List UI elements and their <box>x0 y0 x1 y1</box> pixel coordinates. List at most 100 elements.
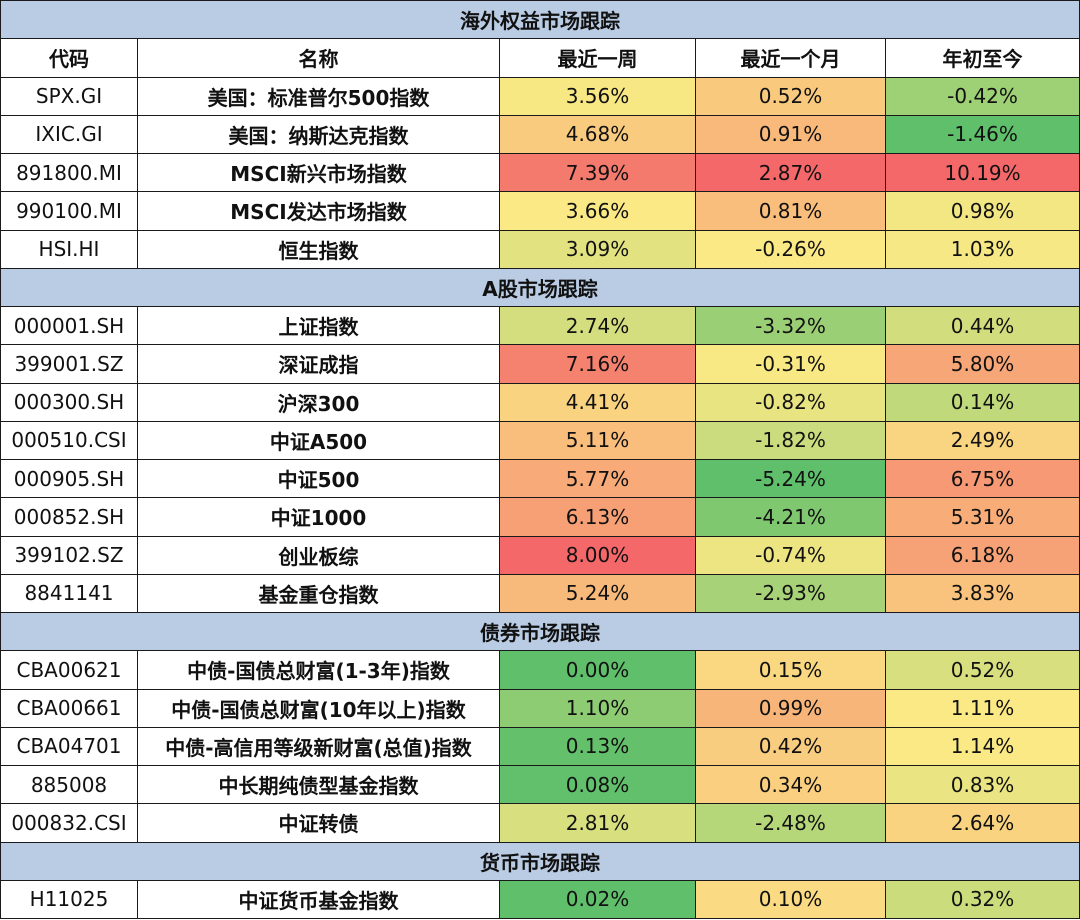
index-name: 美国：纳斯达克指数 <box>137 114 500 155</box>
return-month: 0.34% <box>695 764 886 805</box>
column-header-month: 最近一个月 <box>695 38 886 78</box>
index-name: 美国：标准普尔500指数 <box>137 76 500 116</box>
index-code: CBA00661 <box>0 688 138 728</box>
table-row: 000905.SH 中证500 5.77% -5.24% 6.75% <box>0 458 1080 499</box>
return-month: 0.91% <box>695 114 886 155</box>
return-month: -0.82% <box>695 382 886 422</box>
return-week: 0.02% <box>499 879 696 920</box>
index-name: 中债-国债总财富(1-3年)指数 <box>137 650 500 690</box>
index-code: 891800.MI <box>0 152 138 193</box>
table-row: 8841141 基金重仓指数 5.24% -2.93% 3.83% <box>0 573 1080 614</box>
return-ytd: 6.18% <box>884 535 1080 575</box>
return-week: 3.66% <box>499 191 696 231</box>
table-row: 000300.SH 沪深300 4.41% -0.82% 0.14% <box>0 382 1080 422</box>
index-code: 399001.SZ <box>0 344 138 384</box>
table-row: 885008 中长期纯债型基金指数 0.08% 0.34% 0.83% <box>0 764 1080 805</box>
return-month: -0.31% <box>695 344 886 384</box>
index-code: 000001.SH <box>0 305 138 346</box>
return-week: 5.11% <box>499 420 696 461</box>
column-header-row: 代码 名称 最近一周 最近一个月 年初至今 <box>0 38 1080 78</box>
return-week: 0.00% <box>499 650 696 690</box>
table-row: SPX.GI 美国：标准普尔500指数 3.56% 0.52% -0.42% <box>0 76 1080 116</box>
index-name: 中证A500 <box>137 420 500 461</box>
table-row: 399102.SZ 创业板综 8.00% -0.74% 6.18% <box>0 535 1080 575</box>
return-ytd: -0.42% <box>884 76 1080 116</box>
section-header: 债券市场跟踪 <box>0 611 1080 652</box>
return-ytd: 3.83% <box>884 573 1080 614</box>
return-ytd: 6.75% <box>884 458 1080 499</box>
index-code: 399102.SZ <box>0 535 138 575</box>
section-header: 海外权益市场跟踪 <box>0 0 1080 40</box>
return-ytd: -1.46% <box>884 114 1080 155</box>
index-name: 中证500 <box>137 458 500 499</box>
return-month: 0.52% <box>695 76 886 116</box>
index-code: 000300.SH <box>0 382 138 422</box>
index-code: SPX.GI <box>0 76 138 116</box>
return-month: 0.42% <box>695 726 886 767</box>
return-ytd: 1.03% <box>884 229 1080 269</box>
return-month: -5.24% <box>695 458 886 499</box>
index-name: 中证转债 <box>137 803 500 843</box>
table-row: HSI.HI 恒生指数 3.09% -0.26% 1.03% <box>0 229 1080 269</box>
return-ytd: 0.52% <box>884 650 1080 690</box>
return-ytd: 0.32% <box>884 879 1080 920</box>
index-name: 中债-高信用等级新财富(总值)指数 <box>137 726 500 767</box>
index-code: 8841141 <box>0 573 138 614</box>
index-code: 885008 <box>0 764 138 805</box>
table-row: CBA04701 中债-高信用等级新财富(总值)指数 0.13% 0.42% 1.14% <box>0 726 1080 767</box>
section-header: A股市场跟踪 <box>0 267 1080 308</box>
table-row: H11025 中证货币基金指数 0.02% 0.10% 0.32% <box>0 879 1080 920</box>
return-month: -1.82% <box>695 420 886 461</box>
return-ytd: 1.14% <box>884 726 1080 767</box>
return-week: 3.56% <box>499 76 696 116</box>
index-name: 沪深300 <box>137 382 500 422</box>
return-week: 1.10% <box>499 688 696 728</box>
return-month: 0.15% <box>695 650 886 690</box>
return-week: 3.09% <box>499 229 696 269</box>
section-title: 债券市场跟踪 <box>0 611 1080 652</box>
return-week: 0.13% <box>499 726 696 767</box>
table-row: 399001.SZ 深证成指 7.16% -0.31% 5.80% <box>0 344 1080 384</box>
index-code: CBA00621 <box>0 650 138 690</box>
table-row: 891800.MI MSCI新兴市场指数 7.39% 2.87% 10.19% <box>0 152 1080 193</box>
column-header-week: 最近一周 <box>499 38 696 78</box>
section-title: 海外权益市场跟踪 <box>0 0 1080 40</box>
index-name: 恒生指数 <box>137 229 500 269</box>
index-code: 990100.MI <box>0 191 138 231</box>
return-ytd: 1.11% <box>884 688 1080 728</box>
table-row: 000832.CSI 中证转债 2.81% -2.48% 2.64% <box>0 803 1080 843</box>
index-code: 000852.SH <box>0 497 138 537</box>
return-ytd: 2.49% <box>884 420 1080 461</box>
return-week: 4.41% <box>499 382 696 422</box>
column-header-code: 代码 <box>0 38 138 78</box>
index-name: 中长期纯债型基金指数 <box>137 764 500 805</box>
section-title: 货币市场跟踪 <box>0 841 1080 881</box>
index-code: 000905.SH <box>0 458 138 499</box>
return-ytd: 10.19% <box>884 152 1080 193</box>
return-week: 7.16% <box>499 344 696 384</box>
section-title: A股市场跟踪 <box>0 267 1080 308</box>
return-week: 2.74% <box>499 305 696 346</box>
return-ytd: 0.98% <box>884 191 1080 231</box>
index-name: 深证成指 <box>137 344 500 384</box>
index-code: 000832.CSI <box>0 803 138 843</box>
index-code: H11025 <box>0 879 138 920</box>
index-name: 中证1000 <box>137 497 500 537</box>
return-ytd: 0.44% <box>884 305 1080 346</box>
index-name: 创业板综 <box>137 535 500 575</box>
return-month: -3.32% <box>695 305 886 346</box>
column-header-name: 名称 <box>137 38 500 78</box>
index-name: 基金重仓指数 <box>137 573 500 614</box>
index-code: CBA04701 <box>0 726 138 767</box>
return-month: -2.48% <box>695 803 886 843</box>
index-name: 中债-国债总财富(10年以上)指数 <box>137 688 500 728</box>
return-month: -0.74% <box>695 535 886 575</box>
return-week: 0.08% <box>499 764 696 805</box>
index-name: 中证货币基金指数 <box>137 879 500 920</box>
return-ytd: 0.83% <box>884 764 1080 805</box>
return-month: 0.81% <box>695 191 886 231</box>
index-code: HSI.HI <box>0 229 138 269</box>
return-month: -4.21% <box>695 497 886 537</box>
